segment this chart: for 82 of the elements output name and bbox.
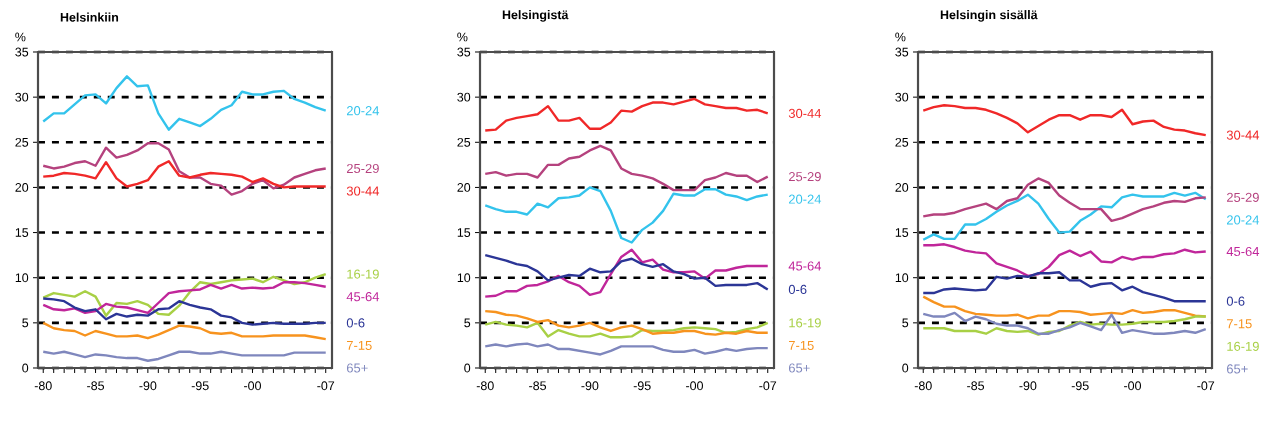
series-label: 20-24 <box>788 194 822 204</box>
y-tick-label: 20 <box>457 183 471 192</box>
series-label: 16-19 <box>789 318 821 328</box>
line-series <box>922 104 1207 137</box>
x-tick-label: -90 <box>139 381 157 391</box>
series-label: 7-15 <box>789 340 814 350</box>
text: 16-19 <box>1227 341 1259 351</box>
series-label: 0-6 <box>1226 296 1245 306</box>
chart-title: Helsingin sisällä <box>940 10 1038 22</box>
series-label: 30-44 <box>346 186 380 196</box>
series-label: 30-44 <box>788 108 822 118</box>
x-tick-label: -07 <box>1197 381 1215 391</box>
line-series <box>922 243 1207 278</box>
line-series <box>484 320 769 339</box>
x-tick-label: -00 <box>1124 381 1142 391</box>
line-series <box>484 186 769 244</box>
series-label: 20-24 <box>346 106 380 116</box>
chart-title: Helsinkiin <box>60 12 119 22</box>
x-tick-label: -95 <box>191 381 209 391</box>
y-axis-title: % <box>895 32 906 42</box>
x-tick-label: -95 <box>1071 381 1089 391</box>
line-series <box>42 272 327 317</box>
y-tick-label: 25 <box>457 137 471 147</box>
x-tick-label: -80 <box>476 381 494 391</box>
x-tick-label: -85 <box>967 381 985 391</box>
text: 65+ <box>788 363 810 373</box>
line-series <box>42 75 327 131</box>
line-series <box>42 281 327 315</box>
series-label: 25-29 <box>346 163 379 174</box>
y-tick-label: 5 <box>902 318 909 328</box>
y-tick-label: 10 <box>457 273 471 283</box>
x-tick-label: -85 <box>87 381 105 391</box>
series-label: 16-19 <box>347 269 379 279</box>
line-series <box>484 97 769 132</box>
series-label: 0-6 <box>788 284 807 295</box>
x-tick-label: -00 <box>244 381 261 391</box>
series-label: 25-29 <box>788 172 821 182</box>
y-tick-label: 25 <box>15 137 29 147</box>
y-tick-label: 15 <box>457 228 471 237</box>
y-axis-title: % <box>457 32 468 42</box>
x-tick-label: -85 <box>529 381 547 391</box>
x-tick-label: -07 <box>317 381 335 391</box>
text: 65+ <box>1226 364 1248 374</box>
series-label: 30-44 <box>1226 130 1260 140</box>
series-label: 45-64 <box>1226 246 1260 257</box>
y-tick-label: 30 <box>457 92 471 102</box>
y-tick-label: 35 <box>457 47 471 57</box>
series-label: 45-64 <box>346 292 380 302</box>
line-series <box>484 309 769 336</box>
x-tick-label: -07 <box>759 381 777 391</box>
y-tick-label: 0 <box>22 363 29 373</box>
x-tick-label: -90 <box>1019 381 1037 391</box>
x-tick-label: -80 <box>914 381 932 391</box>
y-tick-label: 0 <box>464 363 471 373</box>
y-tick-label: 35 <box>895 47 909 57</box>
y-tick-label: 10 <box>15 273 29 283</box>
y-tick-label: 0 <box>902 363 909 373</box>
series-label: 25-29 <box>1226 192 1259 202</box>
x-tick-label: -80 <box>34 381 52 391</box>
y-axis-title: % <box>15 32 26 42</box>
chart-title: Helsingistä <box>502 10 569 22</box>
y-tick-label: 20 <box>15 183 29 192</box>
y-tick-label: 5 <box>464 318 471 328</box>
y-tick-label: 30 <box>895 92 909 102</box>
series-label: 65+ <box>346 363 368 373</box>
line-series <box>42 141 327 196</box>
y-tick-label: 15 <box>895 228 909 237</box>
y-tick-label: 30 <box>15 92 29 102</box>
text: 20-24 <box>1226 215 1260 225</box>
y-tick-label: 15 <box>15 228 29 237</box>
x-tick-label: -90 <box>581 381 599 391</box>
y-tick-label: 20 <box>895 183 909 192</box>
y-tick-label: 25 <box>895 137 909 147</box>
y-tick-label: 10 <box>895 273 909 283</box>
y-tick-label: 5 <box>22 318 29 328</box>
series-label: 7-15 <box>1227 319 1252 329</box>
series-label: 45-64 <box>788 261 822 271</box>
series-label: 7-15 <box>346 340 372 350</box>
y-tick-label: 35 <box>15 47 29 57</box>
x-tick-label: -00 <box>686 381 704 391</box>
x-tick-label: -95 <box>633 381 651 391</box>
series-label: 0-6 <box>346 318 365 328</box>
